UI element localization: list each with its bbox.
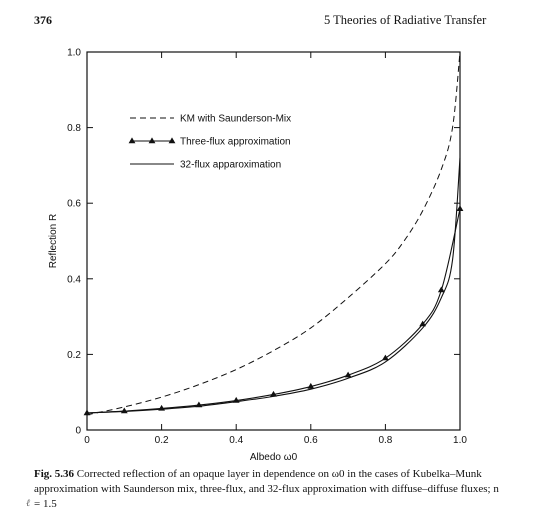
x-tick-label: 0.2 <box>155 435 169 446</box>
series-point-three-flux <box>344 371 352 378</box>
axes: 0 0.2 0.4 0.6 0.8 1.0 0 0.2 0.4 0.6 0.8 1.0 <box>67 48 467 447</box>
legend-label-2: Three-flux approximation <box>180 137 291 148</box>
page-number: 376 <box>34 13 52 27</box>
series-point-three-flux <box>382 354 389 361</box>
series-point-three-flux <box>83 409 91 416</box>
reflection-chart: 0 0.2 0.4 0.6 0.8 1.0 0 0.2 0.4 0.6 0.8 1.0 KM with… <box>48 48 467 461</box>
series-point-three-flux <box>120 407 128 414</box>
legend-marker <box>168 137 176 144</box>
series-point-three-flux <box>307 382 315 389</box>
series-line-32-flux-apparoximation <box>86 157 461 414</box>
x-tick-label: 0.8 <box>378 435 392 446</box>
series-point-three-flux <box>437 286 445 293</box>
series-line-three-flux-approximation <box>86 208 461 414</box>
series-point-three-flux <box>419 320 427 327</box>
plot-frame <box>86 51 461 431</box>
x-tick-label: 0.4 <box>229 435 243 446</box>
x-tick-label: 0.6 <box>304 435 318 446</box>
y-tick-label: 0.2 <box>67 350 81 361</box>
series-point-three-flux <box>456 205 464 211</box>
margin-mark: ℓ <box>26 498 31 509</box>
y-tick-label: 1.0 <box>67 48 81 59</box>
legend-marker <box>128 137 136 144</box>
series-line-km-with-saunderson-mix <box>86 51 461 416</box>
legend-label-3: 32-flux apparoximation <box>180 160 281 171</box>
x-axis-title: Albedo ω0 <box>250 452 298 460</box>
y-tick-label: 0.8 <box>67 123 81 134</box>
figure-caption-text: Corrected reflection of an opaque layer … <box>34 468 499 510</box>
x-tick-label: 1.0 <box>453 435 467 446</box>
figure-label: Fig. 5.36 <box>34 468 75 480</box>
legend-label-1: KM with Saunderson-Mix <box>180 114 291 125</box>
y-tick-label: 0.6 <box>67 199 81 210</box>
y-tick-label: 0.4 <box>67 274 81 285</box>
figure-caption: Fig. 5.36 Corrected reflection of an opa… <box>34 467 504 512</box>
running-head: 5 Theories of Radiative Transfer <box>324 13 487 27</box>
series-point-three-flux <box>270 390 277 397</box>
legend: KM with Saunderson-Mix Three-flux approxi… <box>128 114 291 171</box>
legend-marker <box>148 137 156 144</box>
series-layer <box>83 51 464 416</box>
y-tick-label: 0 <box>75 426 81 437</box>
x-tick-label: 0 <box>84 435 90 446</box>
y-axis-title: Reflection R <box>48 214 59 268</box>
